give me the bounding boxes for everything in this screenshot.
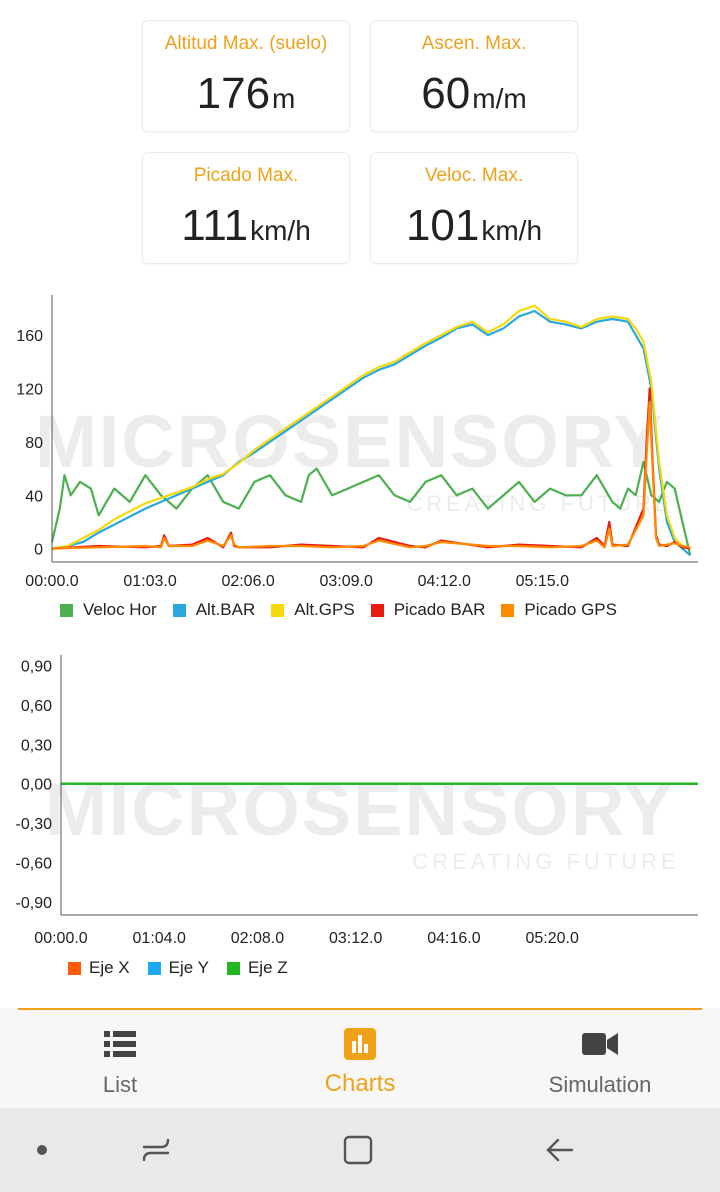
back-icon[interactable]: [540, 1130, 580, 1170]
y-tick-label-0-30: 0,30: [21, 737, 52, 754]
tab-list[interactable]: List: [0, 1026, 240, 1098]
series-line-alt-gps: [51, 304, 691, 550]
x-tick-label-00-00-0: 00:00.0: [25, 573, 78, 590]
legend-label: Picado BAR: [393, 600, 486, 619]
legend-swatch: [68, 961, 81, 975]
bar-chart-icon: [240, 1026, 480, 1062]
x-tick-label-03-09-0: 03:09.0: [320, 573, 373, 590]
chart2-legend: Eje X Eje Y Eje Z: [68, 958, 306, 978]
x-tick-label-05-20-0: 05:20.0: [525, 930, 578, 947]
tab-label: Charts: [324, 1070, 396, 1097]
legend-swatch: [370, 603, 384, 617]
legend-label: Picado GPS: [524, 600, 617, 619]
x-tick-label-01-04-0: 01:04.0: [133, 930, 186, 947]
tab-charts[interactable]: Charts: [240, 1026, 480, 1098]
stat-number: 101: [405, 201, 480, 250]
series-line-alt-bar: [51, 309, 691, 557]
legend-item-eje-y: Eje Y: [147, 958, 209, 978]
x-tick-label-04-12-0: 04:12.0: [418, 573, 471, 590]
x-tick-label-02-08-0: 02:08.0: [231, 930, 284, 947]
y-tick-label-0-90: 0,90: [21, 659, 52, 676]
y-tick-label-0-30: -0,30: [16, 816, 53, 833]
flight-data-chart[interactable]: MICROSENSORY CREATING FUTURE 04080120160…: [0, 285, 720, 595]
stat-unit: km/h: [481, 215, 543, 246]
stat-number: 60: [421, 69, 471, 118]
y-tick-label-0-90: -0,90: [16, 895, 53, 912]
stat-unit: km/h: [250, 215, 311, 246]
x-tick-label-04-16-0: 04:16.0: [427, 930, 480, 947]
legend-label: Alt.GPS: [294, 600, 355, 619]
dot-icon[interactable]: [22, 1130, 62, 1170]
stat-card-veloc-max: Veloc. Max. 101km/h: [370, 152, 578, 264]
axes-chart[interactable]: MICROSENSORY CREATING FUTURE 0,90 0,60 0,3…: [0, 645, 720, 955]
home-icon[interactable]: [338, 1130, 378, 1170]
legend-label: Veloc Hor: [83, 600, 157, 619]
x-tick-label-01-03-0: 01:03.0: [123, 573, 176, 590]
watermark: MICROSENSORY CREATING FUTURE: [45, 768, 679, 874]
legend-item-picado-bar: Picado BAR: [370, 600, 486, 620]
stat-unit: m/m: [472, 83, 527, 114]
stat-card-altitud-max: Altitud Max. (suelo) 176m: [142, 20, 350, 132]
x-tick-label-02-06-0: 02:06.0: [221, 573, 274, 590]
x-tick-label-00-00-0: 00:00.0: [34, 930, 87, 947]
system-nav-bar: [0, 1108, 720, 1192]
legend-item-alt-bar: Alt.BAR: [172, 600, 256, 620]
tab-simulation[interactable]: Simulation: [480, 1026, 720, 1098]
series-line-veloc-hor: [50, 460, 692, 556]
watermark-brand: MICROSENSORY: [35, 400, 665, 483]
legend-label: Alt.BAR: [195, 600, 256, 619]
y-tick-label-0-60: -0,60: [16, 855, 53, 872]
stat-label: Picado Max.: [193, 165, 299, 186]
legend-swatch: [271, 603, 285, 617]
stat-label: Ascen. Max.: [421, 33, 527, 54]
stat-label: Veloc. Max.: [424, 165, 524, 186]
stat-card-ascen-max: Ascen. Max. 60m/m: [370, 20, 578, 132]
legend-label: Eje Z: [247, 958, 288, 977]
legend-swatch: [501, 603, 515, 617]
x-tick-label-03-12-0: 03:12.0: [329, 930, 382, 947]
legend-item-picado-gps: Picado GPS: [501, 600, 617, 620]
list-icon: [0, 1026, 240, 1062]
y-tick-label-0-00: 0,00: [21, 777, 52, 794]
stat-label: Altitud Max. (suelo): [164, 33, 328, 54]
legend-item-eje-x: Eje X: [68, 958, 130, 978]
stat-number: 176: [196, 69, 271, 118]
x-tick-label-05-15-0: 05:15.0: [516, 573, 569, 590]
video-camera-icon: [480, 1026, 720, 1062]
y-tick-label-0-60: 0,60: [21, 698, 52, 715]
chart1-legend: Veloc Hor Alt.BAR Alt.GPS Picado BAR Pic…: [60, 600, 633, 620]
series-line-picado-gps: [51, 400, 691, 550]
stat-unit: m: [272, 83, 296, 114]
stat-number: 111: [181, 201, 249, 250]
watermark-tagline: CREATING FUTURE: [412, 849, 679, 874]
y-tick-label-80: 80: [25, 435, 43, 452]
legend-swatch: [172, 603, 186, 617]
legend-label: Eje Y: [168, 958, 209, 977]
legend-swatch: [226, 961, 240, 975]
stat-card-picado-max: Picado Max. 111km/h: [142, 152, 350, 264]
legend-swatch: [147, 961, 161, 975]
legend-item-veloc-hor: Veloc Hor: [60, 600, 157, 620]
legend-label: Eje X: [89, 958, 130, 977]
legend-item-alt-gps: Alt.GPS: [271, 600, 355, 620]
recent-apps-icon[interactable]: [136, 1130, 176, 1170]
watermark-brand: MICROSENSORY: [45, 768, 675, 851]
legend-item-eje-z: Eje Z: [226, 958, 288, 978]
stat-value: 176m: [143, 69, 349, 119]
bottom-tab-bar: List Charts Simulation: [0, 1008, 720, 1108]
stat-value: 111km/h: [143, 201, 349, 251]
y-tick-label-40: 40: [25, 488, 43, 505]
tab-bar-accent-line: [18, 1008, 702, 1010]
y-tick-label-120: 120: [16, 381, 43, 398]
y-tick-label-0: 0: [34, 542, 43, 559]
legend-swatch: [60, 603, 73, 617]
tab-label: List: [102, 1072, 138, 1097]
stat-value: 60m/m: [371, 69, 577, 119]
y-tick-label-160: 160: [16, 328, 43, 345]
stat-value: 101km/h: [371, 201, 577, 251]
tab-label: Simulation: [548, 1072, 652, 1097]
